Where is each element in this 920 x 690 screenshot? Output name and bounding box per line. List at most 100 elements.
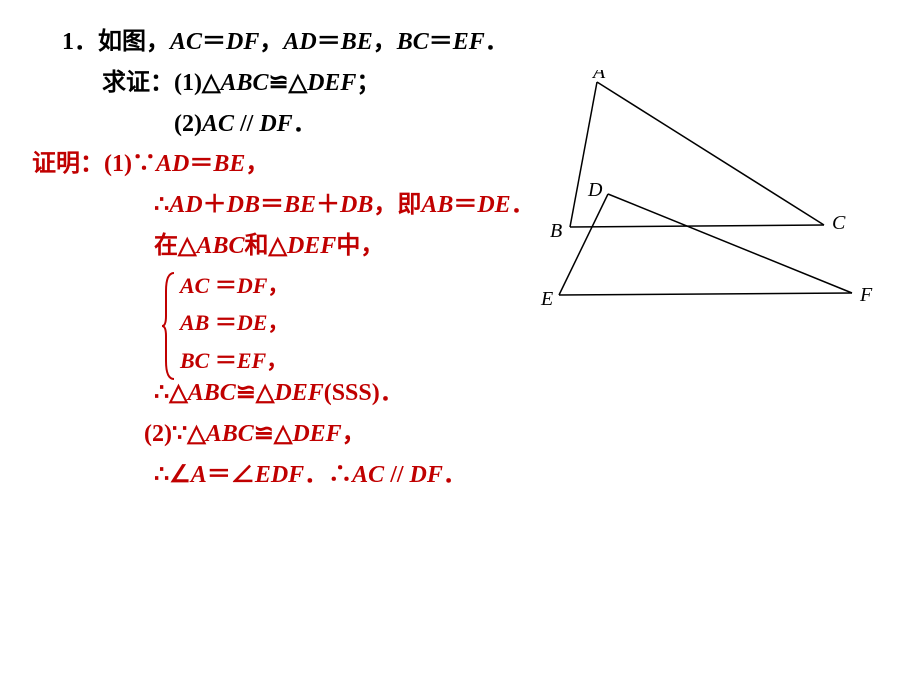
var: DEF <box>292 421 341 447</box>
therefore-symbol: ∴ <box>154 462 169 488</box>
text: ； <box>356 70 380 96</box>
geometry-figure: A B C D E F <box>502 70 882 320</box>
var: BC <box>397 29 429 55</box>
angle-symbol: ∠ <box>169 462 191 488</box>
var: AD <box>156 151 189 177</box>
therefore-symbol: ∴ <box>154 380 169 406</box>
text: ， <box>245 151 269 177</box>
var: ABC <box>206 421 254 447</box>
figure-label-a: A <box>591 70 606 83</box>
var: AC <box>202 111 234 137</box>
angle-symbol: ∠ <box>231 462 255 488</box>
var: DEF <box>287 233 336 259</box>
op: ＝ <box>209 348 237 373</box>
op: ＝ <box>189 151 213 177</box>
triangle-symbol: △ <box>178 233 196 259</box>
therefore-symbol: ∴ <box>328 462 352 488</box>
var: DF <box>226 29 259 55</box>
var: DF <box>410 462 443 488</box>
proof-line-6: ∴∠A＝∠EDF．∴AC // DF． <box>62 461 920 490</box>
var: A <box>191 462 207 488</box>
text: ， <box>267 310 289 335</box>
var: AC <box>170 29 202 55</box>
var: BE <box>284 192 316 218</box>
congruent-symbol: ≌ <box>254 421 274 447</box>
var: DF <box>259 111 292 137</box>
op: ＝ <box>209 310 237 335</box>
problem-line-1: 1．如图，AC＝DF，AD＝BE，BC＝EF． <box>62 28 920 57</box>
therefore-symbol: ∴ <box>154 192 169 218</box>
figure-label-f: F <box>859 284 873 306</box>
figure-label-c: C <box>832 212 846 234</box>
left-brace-icon <box>162 271 180 381</box>
var: ABC <box>220 70 268 96</box>
congruent-symbol: ≌ <box>268 70 288 96</box>
text: (SSS)． <box>324 380 404 406</box>
proof-line-4: ∴△ABC≌△DEF(SSS)． <box>62 379 920 408</box>
op: ＋ <box>316 192 340 218</box>
var: BE <box>213 151 245 177</box>
var: DEF <box>307 70 356 96</box>
var: ABC <box>188 380 236 406</box>
proof-line-5: (2)∵△ABC≌△DEF， <box>62 420 920 449</box>
figure-lines <box>559 82 852 295</box>
op: ＝ <box>453 192 477 218</box>
parallel-symbol: // <box>234 111 259 137</box>
text: (2) <box>174 111 202 137</box>
text: 中， <box>336 233 384 259</box>
because-symbol: ∵ <box>172 421 187 447</box>
triangle-symbol: △ <box>274 421 292 447</box>
text: 和 <box>245 233 269 259</box>
because-symbol: ∵ <box>132 151 156 177</box>
figure-label-b: B <box>550 220 562 242</box>
text: ． <box>293 111 317 137</box>
text: 求证：(1) <box>102 70 202 96</box>
brace-eq-3: BC ＝EF， <box>172 348 920 374</box>
text: 在 <box>154 233 178 259</box>
var: ABC <box>196 233 244 259</box>
op: ＋ <box>203 192 227 218</box>
figure-label-d: D <box>587 179 603 201</box>
var: DE <box>237 310 268 335</box>
op: ＝ <box>429 29 453 55</box>
var: BE <box>341 29 373 55</box>
text: ， <box>266 348 288 373</box>
triangle-symbol: △ <box>289 70 307 96</box>
triangle-symbol: △ <box>269 233 287 259</box>
text: ，即 <box>373 192 421 218</box>
var: AB <box>421 192 453 218</box>
text: ， <box>259 29 283 55</box>
var: AC <box>180 273 209 298</box>
op: ＝ <box>317 29 341 55</box>
text: ， <box>342 421 366 447</box>
text: ， <box>373 29 397 55</box>
var: AC <box>352 462 384 488</box>
var: AB <box>180 310 209 335</box>
text: ， <box>267 273 289 298</box>
var: BC <box>180 348 209 373</box>
var: DB <box>340 192 373 218</box>
triangle-symbol: △ <box>202 70 220 96</box>
op: ＝ <box>202 29 226 55</box>
op: ＝ <box>207 462 231 488</box>
var: DEF <box>274 380 323 406</box>
var: AD <box>283 29 316 55</box>
text: 1．如图， <box>62 29 170 55</box>
triangle-symbol: △ <box>169 380 187 406</box>
var: AD <box>169 192 202 218</box>
parallel-symbol: // <box>384 462 409 488</box>
triangle-symbol: △ <box>187 421 205 447</box>
op: ＝ <box>209 273 237 298</box>
var: DF <box>237 273 268 298</box>
var: EF <box>453 29 485 55</box>
var: EDF <box>255 462 304 488</box>
var: DB <box>227 192 260 218</box>
text: (2) <box>144 421 172 447</box>
figure-labels: A B C D E F <box>540 70 873 310</box>
figure-label-e: E <box>540 288 553 310</box>
op: ＝ <box>260 192 284 218</box>
text: ． <box>485 29 509 55</box>
text: ． <box>304 462 328 488</box>
proof-label: 证明：(1) <box>32 151 132 177</box>
var: EF <box>237 348 266 373</box>
